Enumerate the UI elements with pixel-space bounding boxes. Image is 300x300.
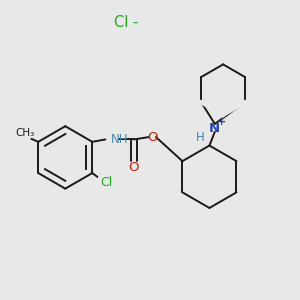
Text: O: O bbox=[147, 130, 158, 144]
Text: CH₃: CH₃ bbox=[16, 128, 35, 138]
Text: NH: NH bbox=[111, 133, 128, 146]
Text: N: N bbox=[209, 122, 220, 135]
Text: +: + bbox=[217, 117, 226, 128]
Text: Cl -: Cl - bbox=[114, 15, 138, 30]
Text: Cl: Cl bbox=[100, 176, 112, 189]
Text: H: H bbox=[196, 131, 204, 144]
Text: O: O bbox=[129, 161, 139, 174]
